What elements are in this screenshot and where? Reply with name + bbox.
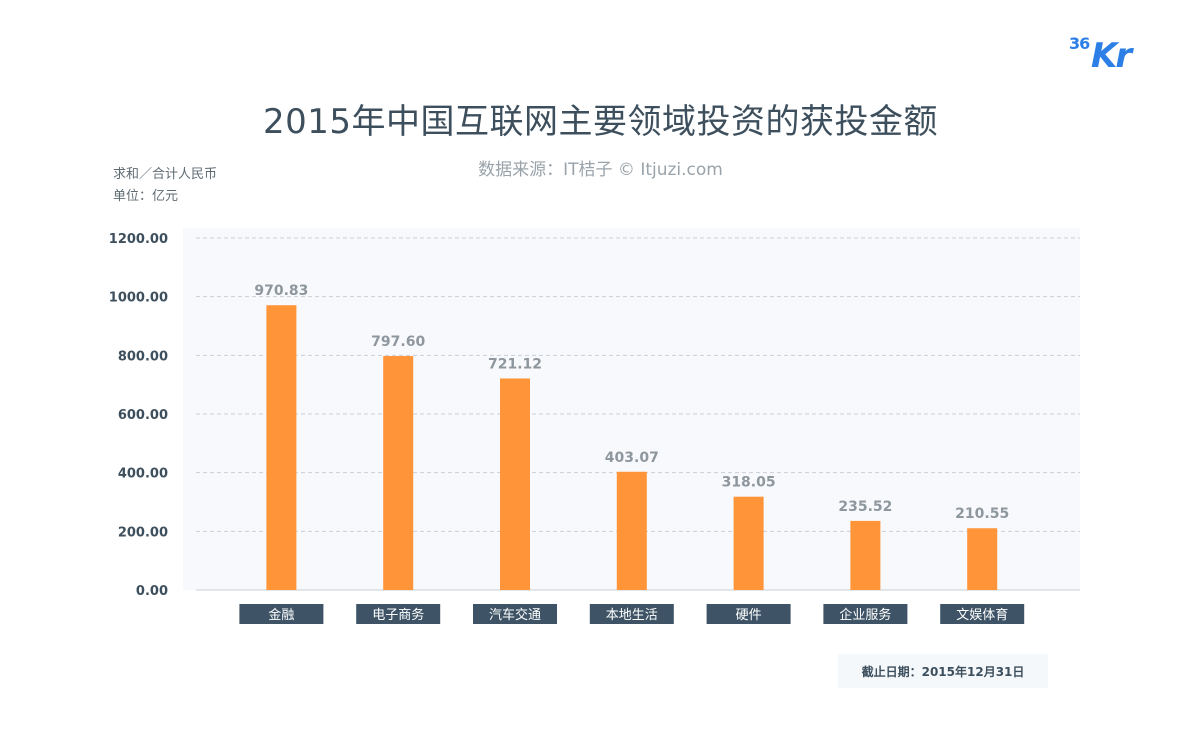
category-label-box	[589, 604, 674, 624]
y-tick-label: 1200.00	[109, 232, 168, 247]
y-tick-label: 800.00	[118, 349, 168, 364]
data-label: 797.60	[371, 334, 425, 350]
bar	[616, 471, 647, 590]
y-tick-label: 400.00	[118, 467, 168, 482]
x-tick-label: 文娱体育	[956, 607, 1008, 623]
x-tick-label: 电子商务	[372, 607, 424, 623]
bar	[850, 520, 881, 590]
y-tick-label: 600.00	[118, 408, 168, 423]
category-label-box	[356, 604, 441, 624]
bar	[733, 496, 764, 590]
category-label-box	[473, 604, 557, 624]
y-tick-label: 0.00	[136, 584, 168, 599]
data-label: 210.55	[955, 506, 1009, 522]
y-tick-label: 1000.00	[109, 291, 168, 306]
data-label: 970.83	[254, 283, 308, 299]
data-source: 数据来源：IT桔子 © Itjuzi.com	[478, 160, 723, 180]
logo-mark: Kr	[1091, 36, 1132, 76]
x-tick-label: 本地生活	[606, 608, 658, 623]
bar	[500, 378, 530, 590]
x-tick-label: 汽车交通	[489, 607, 541, 623]
y-tick-label: 200.00	[118, 525, 168, 540]
bar	[266, 305, 297, 590]
category-label-box	[823, 604, 908, 624]
x-tick-label: 硬件	[736, 608, 762, 623]
data-label: 318.05	[722, 475, 776, 491]
x-tick-label: 企业服务	[839, 607, 891, 623]
cutoff-date: 截止日期：2015年12月31日	[838, 654, 1048, 688]
category-label-box	[940, 604, 1025, 624]
data-label: 403.07	[605, 450, 659, 466]
chart-title: 2015年中国互联网主要领域投资的获投金额	[262, 102, 939, 142]
category-label-box	[706, 604, 791, 624]
data-label: 721.12	[488, 356, 542, 372]
bar	[967, 528, 998, 590]
unit-label: 单位：亿元	[113, 189, 179, 204]
bar	[383, 356, 414, 590]
brand-logo: 36 Kr	[1066, 34, 1136, 76]
unit-aggregation: 求和／合计人民币	[113, 167, 218, 182]
x-tick-label: 金融	[268, 607, 294, 623]
category-label-box	[239, 604, 324, 624]
data-label: 235.52	[838, 499, 892, 515]
logo-superscript: 36	[1069, 34, 1090, 53]
